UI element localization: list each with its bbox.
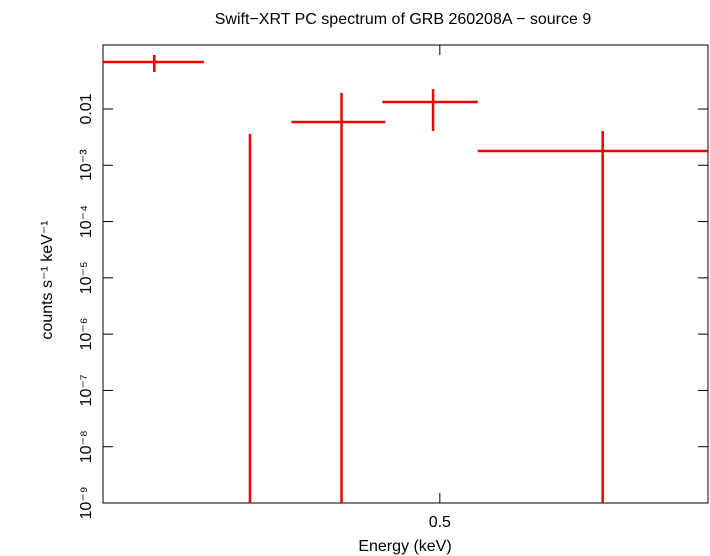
- x-axis-label: Energy (keV): [358, 538, 451, 555]
- x-tick-label: 0.5: [429, 514, 451, 531]
- y-axis-label: counts s⁻¹ keV⁻¹: [39, 220, 56, 339]
- plot-frame: [102, 44, 709, 504]
- plot-area: [103, 55, 708, 503]
- chart-title: Swift−XRT PC spectrum of GRB 260208A − s…: [215, 11, 592, 28]
- y-tick-label: 10⁻³: [78, 149, 95, 181]
- y-tick-label: 0.01: [78, 93, 95, 124]
- y-tick-label: 10⁻⁹: [78, 486, 95, 519]
- y-tick-label: 10⁻⁴: [78, 205, 95, 238]
- y-tick-label: 10⁻⁶: [78, 318, 95, 351]
- y-tick-label: 10⁻⁸: [78, 430, 95, 463]
- y-tick-label: 10⁻⁷: [78, 374, 95, 406]
- y-tick-label: 10⁻⁵: [78, 261, 95, 294]
